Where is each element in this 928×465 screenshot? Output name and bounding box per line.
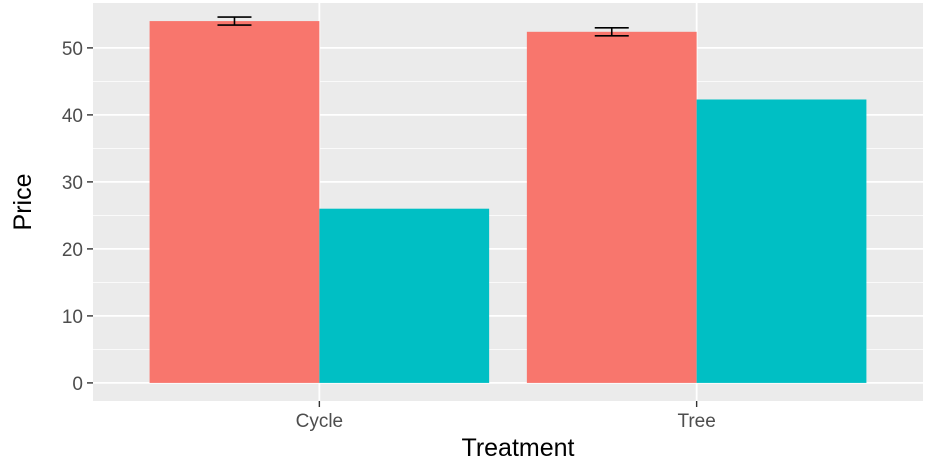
error-bars [217,16,629,37]
x-axis: Cycle Tree [296,401,716,432]
y-tick-label: 30 [62,173,83,194]
x-axis-title: Treatment [461,434,574,462]
x-tick-label: Cycle [296,411,344,432]
x-tick-label: Tree [677,411,715,432]
bars [149,21,867,383]
bar [696,99,867,383]
bar [149,21,320,383]
y-tick-label: 50 [62,39,83,60]
y-tick-label: 20 [62,240,83,261]
bar [319,208,490,383]
y-axis-title: Price [9,174,37,231]
y-tick-label: 0 [72,374,83,395]
y-tick-label: 10 [62,307,83,328]
y-axis: 0 10 20 30 40 50 [62,39,93,395]
y-tick-label: 40 [62,106,83,127]
bar [526,31,697,383]
